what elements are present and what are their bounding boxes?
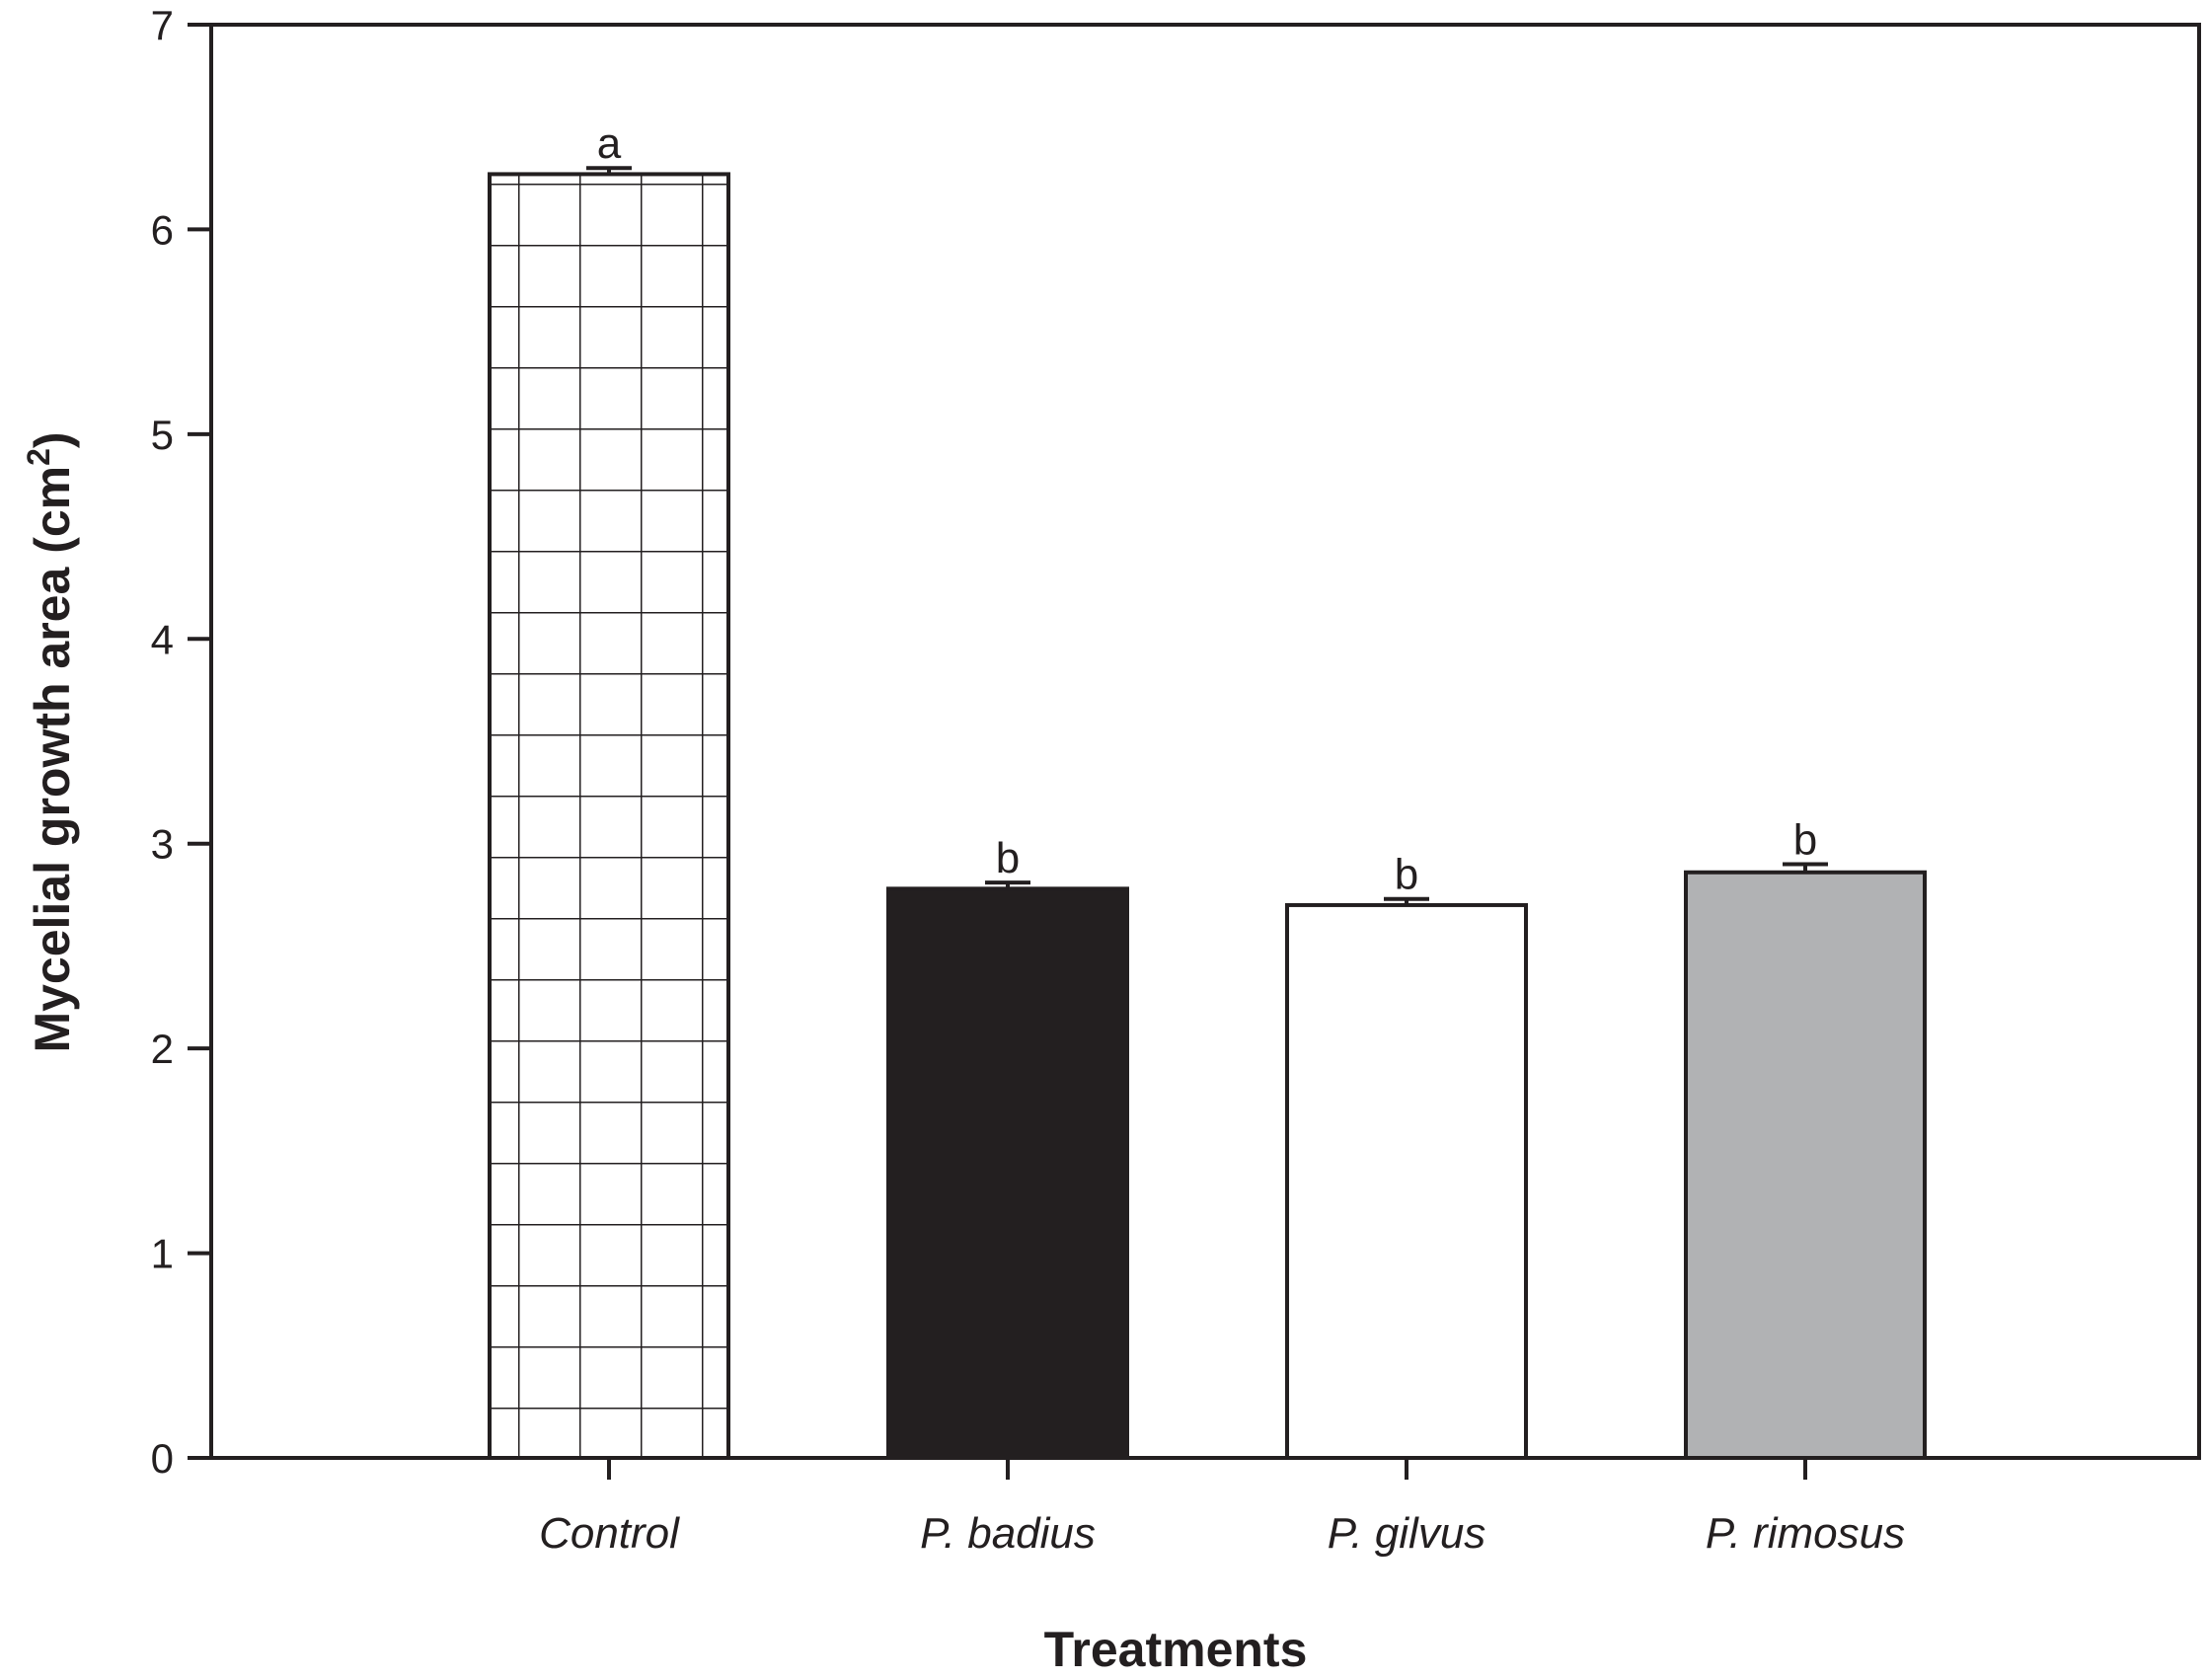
significance-letter-2: b [996,834,1020,882]
y-tick-label-0: 0 [151,1435,174,1482]
y-tick-label-7: 7 [151,2,174,48]
significance-letter-1: a [597,119,622,168]
y-tick-label-1: 1 [151,1231,174,1277]
x-tick-label-3: P. gilvus [1328,1509,1486,1558]
y-tick-label-3: 3 [151,821,174,868]
x-tick-label-4: P. rimosus [1706,1509,1905,1558]
y-tick-label-2: 2 [151,1026,174,1072]
x-axis-title: Treatments [1044,1622,1308,1677]
y-tick-label-4: 4 [151,616,174,662]
y-tick-label-6: 6 [151,206,174,253]
error-bars-layer [586,166,1828,905]
x-axis-ticks [607,1458,1807,1480]
y-axis-ticks: 0 1 2 3 4 5 6 7 [151,2,211,1482]
significance-letter-3: b [1395,851,1418,899]
bar-2 [886,886,1129,1460]
y-axis-title-superscript: 2 [21,448,56,466]
category-labels: Control P. badius P. gilvus P. rimosus [539,1509,1905,1558]
y-axis-title-main: Mycelial growth area (cm [25,466,80,1053]
bar-4 [1684,870,1927,1460]
y-axis-title: Mycelial growth area (cm2) [21,431,80,1052]
x-tick-label-2: P. badius [920,1509,1096,1558]
y-axis-title-close: ) [25,431,80,448]
plot-frame [209,23,2201,1460]
significance-letter-4: b [1793,815,1817,864]
x-tick-label-1: Control [539,1509,680,1558]
significance-letters: a b b b [597,119,1817,899]
bar-1 [488,172,730,1460]
bars-layer [488,172,1927,1460]
y-tick-label-5: 5 [151,412,174,458]
bar-3 [1285,902,1528,1460]
